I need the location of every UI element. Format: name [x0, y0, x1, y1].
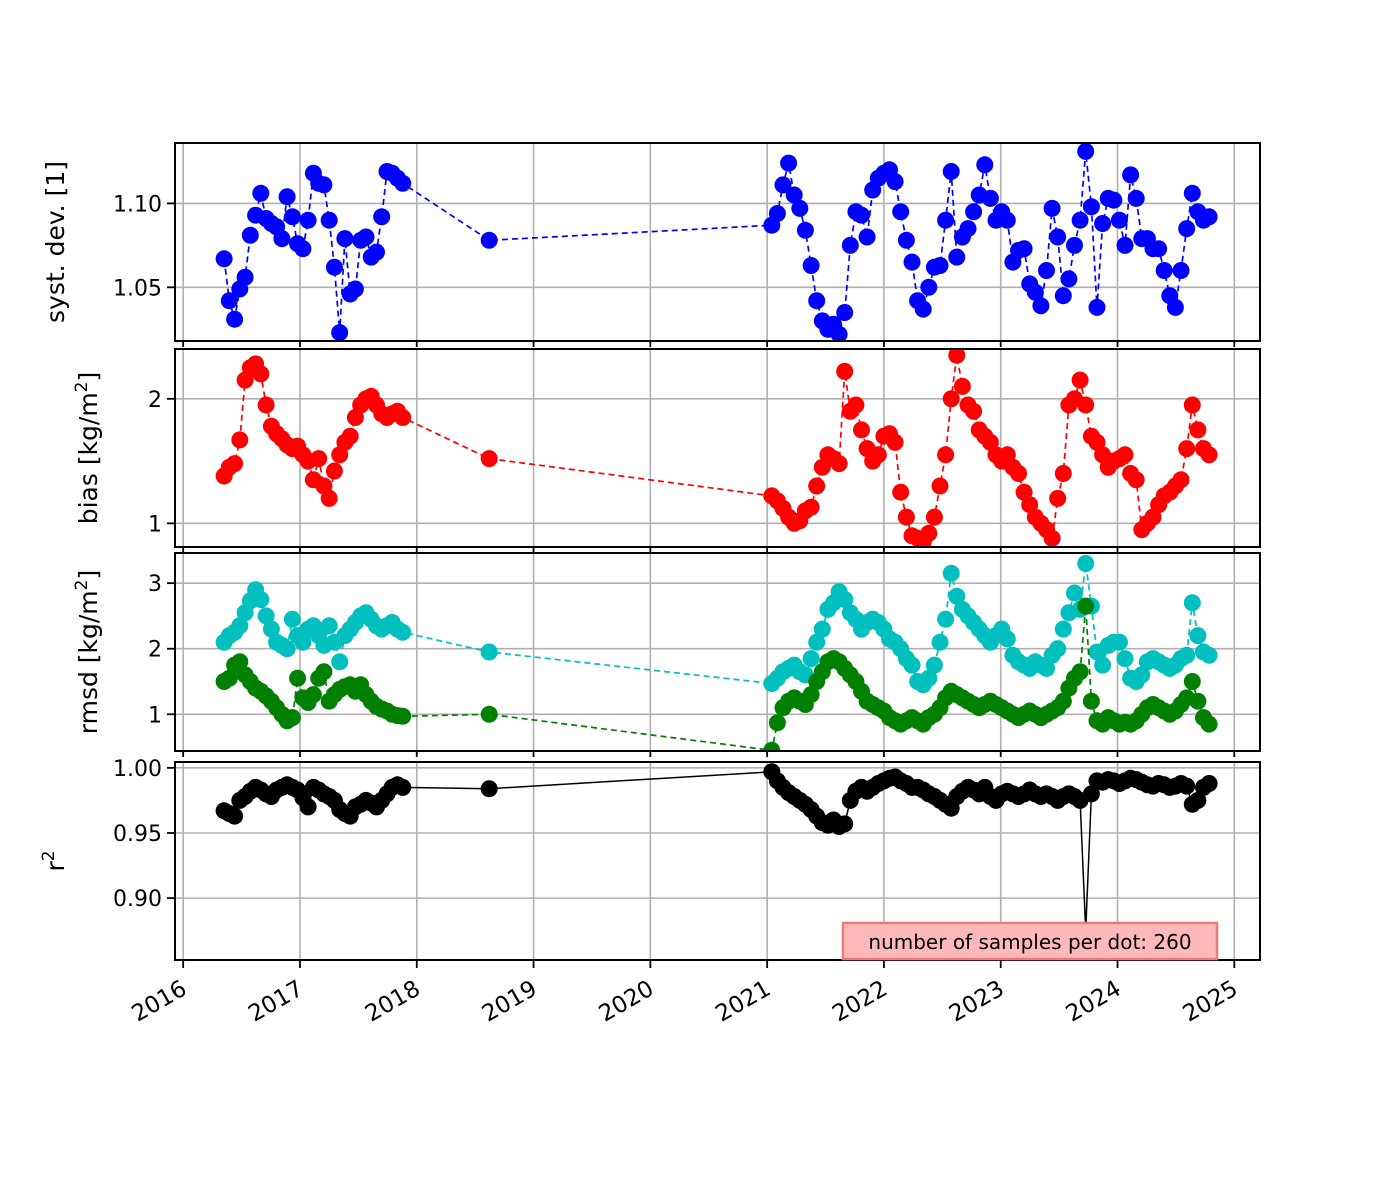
y-ticks: 0.90 0.95 1.00	[113, 757, 175, 912]
y-tick-label: 2	[148, 638, 162, 663]
rmsd-cyan-points	[215, 555, 1218, 694]
x-ticks: 2016 2017 2018 2019 2020 2021 2022 2023 2024 2025	[127, 960, 1242, 1027]
bias-points	[215, 349, 1218, 547]
axes-border	[174, 552, 1261, 752]
x-tick-label: 2020	[595, 976, 659, 1028]
x-tick-label: 2017	[244, 976, 308, 1028]
axes-border	[174, 761, 1261, 961]
x-tick-label: 2025	[1179, 976, 1243, 1028]
y-axis-label: r2	[39, 850, 70, 871]
series-rmsd-green	[215, 597, 1218, 751]
series-r-squared	[215, 763, 1218, 940]
bias-line	[223, 355, 1210, 544]
x-tick-label: 2024	[1062, 976, 1126, 1028]
y-ticks: 12	[148, 388, 175, 537]
y-tick-label: 0.90	[113, 887, 162, 912]
r-squared-points	[215, 763, 1218, 940]
rmsd-panel: 1 2 3 rmsd [kg/m2]	[72, 552, 1261, 757]
x-tick-label: 2019	[478, 976, 542, 1028]
x-ticks	[182, 751, 1236, 757]
r2-panel: 2016 2017 2018 2019 2020 2021 2022 2023 2024 2025…	[39, 757, 1261, 1027]
axes-border	[174, 142, 1261, 342]
x-tick-label: 2016	[127, 976, 191, 1028]
grid	[175, 349, 1260, 547]
rmsd-green-points	[215, 597, 1218, 751]
y-ticks: 1 2 3	[148, 572, 175, 728]
axes-border	[174, 348, 1261, 548]
y-ticks: 1.05 1.10	[113, 192, 175, 301]
grid	[175, 762, 1260, 960]
series-bias	[215, 349, 1218, 547]
y-tick-label: 1.05	[113, 276, 162, 301]
y-tick-label: 1	[148, 512, 162, 537]
x-tick-label: 2023	[945, 976, 1009, 1028]
y-axis-label: rmsd [kg/m2]	[72, 570, 103, 735]
annotation-group: number of samples per dot: 260	[841, 921, 1219, 961]
annotation-box	[841, 921, 1219, 961]
y-tick-label: 1.00	[113, 757, 162, 782]
y-axis-label: syst. dev. [1]	[41, 161, 70, 323]
y-tick-label: 0.95	[113, 822, 162, 847]
x-tick-label: 2021	[711, 976, 775, 1028]
y-tick-label: 2	[148, 388, 162, 413]
x-ticks	[182, 341, 1236, 347]
y-tick-label: 1	[148, 703, 162, 728]
x-tick-label: 2018	[361, 976, 425, 1028]
y-axis-label: bias [kg/m2]	[72, 372, 103, 525]
y-tick-label: 3	[148, 572, 162, 597]
series-rmsd-cyan	[215, 555, 1218, 694]
syst-dev-panel: 1.05 1.10 syst. dev. [1]	[41, 142, 1261, 347]
series-syst-dev	[215, 143, 1218, 341]
annotation-text: number of samples per dot: 260	[868, 930, 1191, 954]
syst-dev-points	[215, 143, 1218, 341]
y-tick-label: 1.10	[113, 192, 162, 217]
x-tick-label: 2022	[828, 976, 892, 1028]
